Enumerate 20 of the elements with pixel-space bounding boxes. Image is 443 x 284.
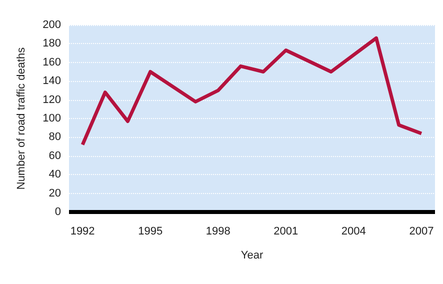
- x-tick-label: 2007: [409, 226, 434, 238]
- x-tick-label: 1992: [70, 226, 95, 238]
- y-tick-label: 160: [42, 56, 61, 68]
- x-tick-label: 1998: [206, 226, 230, 238]
- y-axis-title: Number of road traffic deaths: [16, 46, 28, 190]
- y-tick-label: 180: [42, 38, 61, 50]
- y-tick-label: 60: [48, 150, 61, 162]
- y-tick-label: 100: [42, 112, 61, 124]
- x-axis-title: Year: [240, 250, 264, 262]
- x-tick-label: 2001: [274, 226, 298, 238]
- y-tick-label: 40: [48, 168, 61, 181]
- y-tick-label: 0: [54, 206, 61, 218]
- y-tick-label: 120: [42, 94, 61, 106]
- line-series: [80, 36, 424, 146]
- y-tick-label: 80: [48, 131, 61, 144]
- y-tick-label: 20: [48, 187, 61, 200]
- y-tick-label: 140: [42, 75, 61, 88]
- x-tick-label: 2004: [341, 226, 366, 238]
- x-tick-label: 1995: [138, 226, 163, 238]
- y-tick-label: 200: [42, 19, 61, 31]
